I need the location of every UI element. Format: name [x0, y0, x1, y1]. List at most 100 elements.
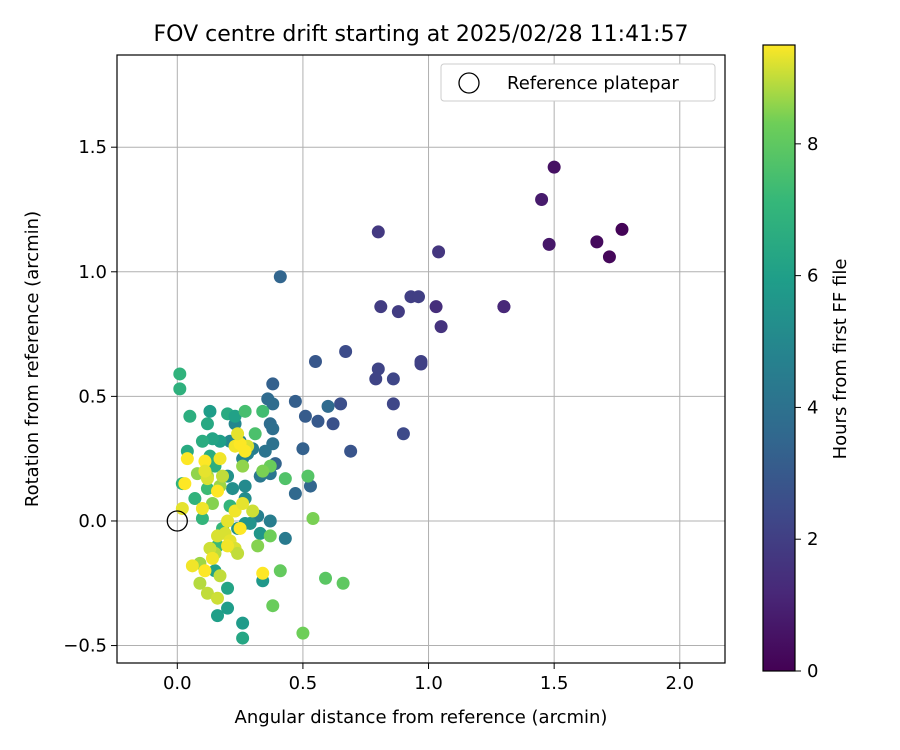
data-point — [200, 482, 214, 496]
data-point — [374, 300, 388, 314]
chart-title: FOV centre drift starting at 2025/02/28 … — [154, 22, 689, 47]
colorbar-tick-label: 6 — [807, 266, 818, 287]
x-tick-label: 2.0 — [665, 673, 694, 694]
data-point — [306, 511, 320, 525]
data-point — [602, 250, 616, 264]
data-point — [205, 497, 219, 511]
data-point — [198, 454, 212, 468]
data-point — [344, 444, 358, 458]
data-point — [273, 564, 287, 578]
data-point — [221, 601, 235, 615]
data-point — [195, 502, 209, 516]
x-axis-ticks: 0.0 0.5 1.0 1.5 2.0 — [163, 663, 694, 694]
data-point — [303, 479, 317, 493]
data-point — [263, 529, 277, 543]
data-point — [258, 444, 272, 458]
reference-point — [166, 510, 188, 532]
data-point — [221, 539, 235, 553]
data-point — [173, 367, 187, 381]
data-point — [195, 511, 209, 525]
colorbar-tick-label: 4 — [807, 397, 818, 418]
data-point — [210, 591, 224, 605]
legend: Reference platepar — [440, 63, 716, 102]
data-point — [205, 551, 219, 565]
data-point — [178, 477, 192, 491]
x-tick-label: 1.0 — [414, 673, 443, 694]
data-point — [210, 529, 224, 543]
data-point — [195, 434, 209, 448]
data-point — [238, 404, 252, 418]
data-point — [251, 539, 265, 553]
data-point — [231, 427, 245, 441]
data-point — [203, 541, 217, 555]
y-axis-ticks: −0.5 0.0 0.5 1.0 1.5 — [63, 137, 117, 657]
data-point — [226, 482, 240, 496]
data-point — [221, 514, 235, 528]
data-point — [266, 377, 280, 391]
data-point — [200, 586, 214, 600]
data-point — [221, 581, 235, 595]
data-point — [326, 417, 340, 431]
data-point — [547, 160, 561, 174]
colorbar-ticks: 0 2 4 6 8 — [795, 134, 818, 682]
data-point — [236, 459, 250, 473]
data-point — [203, 404, 217, 418]
data-point — [213, 569, 227, 583]
data-point — [263, 514, 277, 528]
data-point — [210, 609, 224, 623]
data-point — [216, 469, 230, 483]
data-point — [183, 409, 197, 423]
data-point — [301, 469, 315, 483]
data-point — [371, 225, 385, 239]
data-point — [273, 270, 287, 284]
data-point — [231, 546, 245, 560]
data-point — [386, 372, 400, 386]
data-point — [243, 516, 257, 530]
y-tick-label: 0.5 — [78, 386, 107, 407]
data-point — [256, 464, 270, 478]
data-point — [233, 521, 247, 535]
data-point — [497, 300, 511, 314]
data-point — [535, 193, 549, 207]
data-point — [248, 427, 262, 441]
data-point — [266, 397, 280, 411]
data-point — [173, 382, 187, 396]
data-point — [256, 566, 270, 580]
data-point — [266, 599, 280, 613]
colorbar: 0 2 4 6 8 Hours from first FF file — [762, 44, 851, 682]
data-point — [180, 452, 194, 466]
data-point — [256, 404, 270, 418]
legend-marker — [458, 72, 480, 94]
data-point — [236, 616, 250, 630]
data-point — [210, 484, 224, 498]
scatter-points — [173, 160, 629, 645]
data-point — [391, 305, 405, 319]
data-point — [278, 472, 292, 486]
data-point — [185, 559, 199, 573]
data-point — [371, 362, 385, 376]
x-tick-label: 0.5 — [289, 673, 318, 694]
data-point — [200, 417, 214, 431]
data-point — [411, 290, 425, 304]
data-point — [193, 576, 207, 590]
data-point — [236, 631, 250, 645]
x-axis-label: Angular distance from reference (arcmin) — [235, 707, 608, 728]
plot-frame — [116, 54, 726, 664]
data-point — [311, 414, 325, 428]
data-point — [308, 354, 322, 368]
colorbar-tick-label: 8 — [807, 134, 818, 155]
data-point — [542, 237, 556, 251]
data-point — [369, 372, 383, 386]
data-point — [213, 452, 227, 466]
data-point — [334, 397, 348, 411]
data-point — [198, 464, 212, 478]
data-point — [228, 409, 242, 423]
data-point — [236, 497, 250, 511]
data-point — [296, 626, 310, 640]
colorbar-tick-label: 0 — [807, 661, 818, 682]
data-point — [396, 427, 410, 441]
data-point — [278, 531, 292, 545]
colorbar-tick-label: 2 — [807, 529, 818, 550]
data-point — [321, 399, 335, 413]
